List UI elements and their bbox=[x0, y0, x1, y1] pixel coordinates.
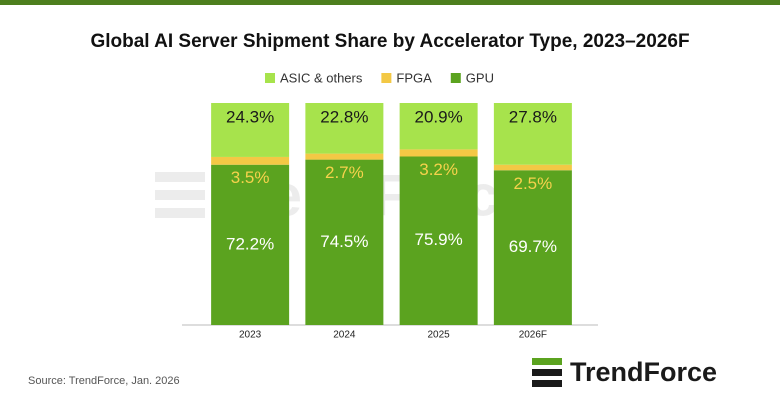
chart-title: Global AI Server Shipment Share by Accel… bbox=[90, 31, 689, 52]
logo-icon bbox=[532, 369, 562, 376]
top-band bbox=[0, 0, 780, 5]
bar-segment bbox=[399, 103, 478, 150]
data-label: 2.7% bbox=[325, 163, 364, 182]
legend-label: ASIC & others bbox=[280, 70, 363, 85]
logo-text: TrendForce bbox=[570, 357, 717, 387]
data-label: 27.8% bbox=[509, 107, 557, 126]
data-label: 22.8% bbox=[320, 107, 368, 126]
bar-segment bbox=[399, 156, 478, 325]
bar-segment bbox=[399, 149, 478, 157]
legend-swatch bbox=[265, 73, 275, 83]
bar-segment bbox=[493, 103, 572, 165]
bar-segment bbox=[305, 103, 384, 154]
watermark-icon bbox=[155, 190, 205, 200]
data-label: 24.3% bbox=[226, 107, 274, 126]
x-tick-label: 2026F bbox=[519, 330, 547, 341]
bar-segment bbox=[305, 153, 384, 160]
x-tick-label: 2025 bbox=[428, 330, 451, 341]
legend-label: GPU bbox=[466, 70, 494, 85]
data-label: 3.5% bbox=[231, 168, 270, 187]
logo-icon bbox=[532, 380, 562, 387]
bar-segment bbox=[493, 164, 572, 171]
data-label: 2.5% bbox=[514, 174, 553, 193]
data-label: 20.9% bbox=[415, 107, 463, 126]
bar-segment bbox=[211, 103, 290, 157]
data-label: 72.2% bbox=[226, 234, 274, 253]
logo-icon bbox=[532, 358, 562, 365]
bar-segment bbox=[211, 156, 290, 165]
data-label: 3.2% bbox=[419, 160, 458, 179]
x-tick-label: 2023 bbox=[239, 330, 262, 341]
data-label: 69.7% bbox=[509, 237, 557, 256]
data-label: 74.5% bbox=[320, 232, 368, 251]
watermark-icon bbox=[155, 208, 205, 218]
bar-segment bbox=[305, 159, 384, 325]
bar-segment bbox=[211, 164, 290, 325]
data-label: 75.9% bbox=[415, 230, 463, 249]
legend-label: FPGA bbox=[396, 70, 432, 85]
logo: TrendForce bbox=[532, 357, 717, 387]
watermark-icon bbox=[155, 172, 205, 182]
source: Source: TrendForce, Jan. 2026 bbox=[28, 375, 180, 387]
legend-swatch bbox=[381, 73, 392, 83]
legend-swatch bbox=[450, 73, 461, 83]
bar-segment bbox=[493, 170, 572, 325]
x-tick-label: 2024 bbox=[333, 330, 356, 341]
